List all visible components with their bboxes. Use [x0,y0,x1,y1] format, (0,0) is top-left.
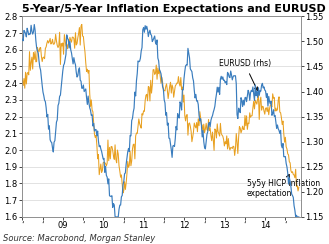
Text: EURUSD (rhs): EURUSD (rhs) [219,60,271,91]
Text: 5-Year/5-Year Inflation Expectations and EURUSD: 5-Year/5-Year Inflation Expectations and… [22,4,325,14]
Text: Source: Macrobond, Morgan Stanley: Source: Macrobond, Morgan Stanley [3,234,156,243]
Text: 5y5y HICP Inflation
expectation: 5y5y HICP Inflation expectation [247,174,320,198]
